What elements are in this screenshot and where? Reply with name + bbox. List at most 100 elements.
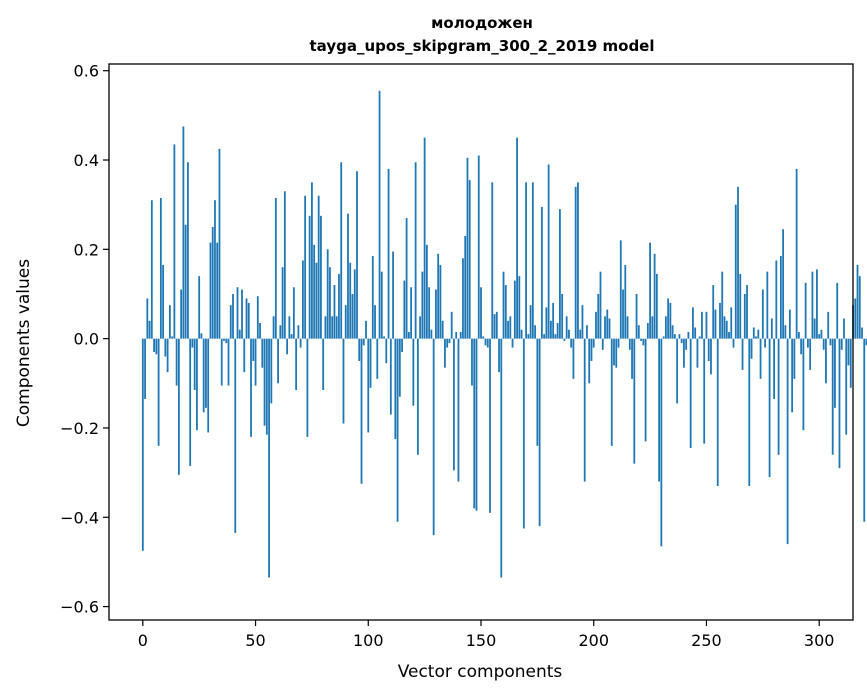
bar-180 [547, 164, 550, 339]
bar-18 [182, 126, 185, 339]
bar-260 [728, 331, 730, 339]
bar-248 [701, 311, 703, 339]
bar-210 [615, 338, 618, 368]
bar-62 [281, 267, 284, 339]
bar-110 [389, 338, 392, 415]
bar-40 [232, 293, 234, 339]
bar-156 [493, 314, 496, 339]
bar-196 [583, 338, 586, 482]
bar-286 [786, 338, 789, 545]
bar-313 [847, 338, 850, 366]
bar-158 [498, 338, 500, 373]
bar-183 [554, 334, 557, 339]
bar-70 [299, 338, 302, 348]
bar-189 [568, 329, 570, 339]
bar-293 [802, 338, 805, 431]
bar-38 [227, 338, 230, 386]
bar-150 [480, 287, 482, 339]
bar-6 [155, 338, 158, 355]
bar-124 [421, 271, 424, 339]
bar-318 [858, 276, 861, 339]
bar-147 [473, 338, 476, 509]
bar-121 [414, 162, 417, 339]
bar-195 [581, 305, 584, 339]
bar-190 [570, 338, 573, 348]
bar-95 [356, 171, 358, 339]
bar-239 [680, 338, 683, 344]
bar-159 [500, 338, 503, 578]
bar-212 [619, 240, 622, 339]
bar-274 [759, 338, 762, 379]
bar-242 [687, 331, 690, 339]
x-tick-label: 200 [578, 631, 609, 650]
y-axis-label: Components values [14, 259, 34, 427]
bar-290 [795, 168, 798, 339]
bar-245 [694, 327, 697, 339]
bar-65 [288, 316, 291, 339]
bar-136 [448, 338, 451, 344]
bar-133 [441, 320, 444, 339]
bar-222 [642, 338, 645, 346]
bar-137 [450, 311, 453, 339]
bar-215 [626, 316, 629, 339]
bar-298 [813, 318, 816, 339]
bar-75 [311, 182, 313, 339]
bar-252 [710, 338, 712, 375]
bar-47 [247, 302, 250, 339]
bar-201 [595, 311, 597, 339]
bar-278 [768, 338, 771, 478]
bar-168 [520, 329, 523, 339]
bar-101 [369, 338, 372, 388]
bar-199 [590, 338, 593, 361]
bar-10 [164, 338, 167, 357]
bar-153 [486, 338, 489, 348]
bar-282 [777, 338, 780, 455]
bar-218 [633, 338, 636, 464]
bar-92 [349, 262, 352, 339]
bar-87 [338, 273, 340, 339]
bar-207 [608, 318, 611, 339]
bar-216 [628, 338, 631, 350]
bar-51 [256, 296, 259, 339]
bar-3 [148, 320, 151, 339]
y-tick-label: 0.6 [74, 62, 99, 81]
bar-93 [351, 293, 354, 339]
bar-238 [678, 334, 681, 339]
bar-283 [779, 256, 782, 339]
bar-100 [367, 338, 370, 433]
bar-66 [290, 334, 293, 339]
bar-279 [770, 318, 773, 339]
bar-83 [329, 267, 331, 339]
bar-122 [416, 338, 419, 455]
bar-45 [243, 338, 246, 373]
bar-1 [144, 338, 146, 399]
bar-312 [845, 338, 848, 435]
bar-42 [236, 287, 239, 339]
bar-305 [829, 338, 832, 346]
bar-249 [703, 338, 706, 444]
bar-109 [387, 168, 390, 339]
bar-200 [592, 338, 595, 348]
bar-182 [552, 302, 555, 339]
bar-314 [849, 338, 852, 388]
x-tick-label: 300 [804, 631, 835, 650]
bar-54 [263, 338, 266, 426]
bar-294 [804, 282, 807, 339]
bar-50 [254, 338, 257, 386]
bar-19 [184, 224, 187, 339]
bar-15 [175, 338, 178, 386]
bar-171 [527, 334, 530, 339]
bar-131 [437, 253, 440, 339]
bar-127 [428, 287, 431, 339]
chart-subtitle: tayga_upos_skipgram_300_2_2019 model [310, 37, 655, 55]
bar-225 [649, 242, 651, 339]
bar-186 [561, 293, 564, 339]
bar-88 [340, 162, 343, 339]
bar-203 [599, 271, 602, 339]
bar-25 [198, 276, 201, 339]
bar-287 [788, 309, 791, 339]
bar-269 [748, 338, 751, 487]
bar-142 [462, 258, 464, 339]
bar-22 [191, 338, 194, 348]
bar-176 [538, 338, 541, 527]
